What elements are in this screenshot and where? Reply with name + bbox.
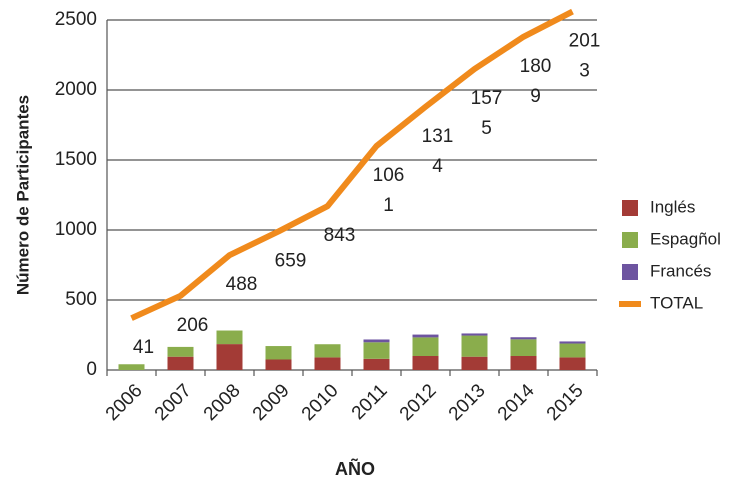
bar-segment	[559, 341, 586, 344]
bar-segment	[118, 364, 145, 370]
y-tick-label: 1500	[55, 149, 97, 170]
y-axis-label: Número de Participantes	[13, 95, 32, 295]
x-tick-label: 2007	[151, 380, 196, 425]
x-tick-label: 2013	[445, 380, 490, 425]
data-label: 206	[177, 315, 209, 336]
y-tick-label: 2500	[55, 9, 97, 30]
bar-segment	[461, 335, 488, 357]
legend-label: Inglés	[650, 197, 695, 216]
data-label: 659	[275, 250, 307, 271]
y-tick-label: 1000	[55, 219, 97, 240]
data-label: 131 4	[422, 126, 454, 177]
total-line	[130, 8, 574, 321]
x-tick-label: 2010	[298, 380, 343, 425]
legend-swatch	[619, 301, 641, 307]
x-tick-label: 2012	[396, 380, 441, 425]
x-axis-label: AÑO	[335, 458, 375, 479]
x-tick-label: 2011	[348, 380, 392, 424]
legend-label: Espagñol	[650, 229, 721, 248]
data-label: 41	[133, 337, 154, 358]
y-tick-label: 2000	[55, 79, 97, 100]
bar-segment	[559, 357, 586, 370]
bar-segment	[167, 346, 194, 357]
x-tick-label: 2009	[249, 380, 294, 425]
legend-label: TOTAL	[650, 293, 703, 312]
bar-segment	[461, 333, 488, 336]
x-tick-label: 2006	[102, 380, 147, 425]
x-tick-label: 2015	[543, 380, 588, 425]
legend-swatch	[622, 232, 638, 248]
bar-segment	[216, 330, 243, 345]
legend-label: Francés	[650, 261, 711, 280]
bar-segment	[363, 342, 390, 359]
bar-segment	[510, 339, 537, 356]
legend-swatch	[622, 264, 638, 280]
data-label: 201 3	[569, 31, 601, 82]
bar-segment	[265, 359, 292, 370]
bar-segment	[510, 356, 537, 370]
data-label: 180 9	[520, 56, 552, 107]
bar-segment	[314, 357, 341, 370]
bar-segment	[559, 343, 586, 358]
bar-segment	[167, 356, 194, 370]
bar-segment	[363, 339, 390, 343]
data-label: 488	[226, 274, 258, 295]
bar-segment	[265, 346, 292, 360]
y-tick-label: 500	[65, 289, 97, 310]
x-tick-label: 2014	[494, 380, 539, 425]
legend-swatch	[622, 200, 638, 216]
y-tick-label: 0	[86, 359, 97, 380]
data-label: 106 1	[373, 165, 405, 216]
bar-segment	[216, 344, 243, 370]
x-tick-label: 2008	[200, 380, 245, 425]
bar-segment	[412, 334, 439, 338]
data-label: 843	[324, 225, 356, 246]
bar-segment	[412, 356, 439, 370]
bar-segment	[314, 344, 341, 358]
bar-segment	[412, 337, 439, 356]
bar-segment	[510, 337, 537, 340]
data-label: 157 5	[471, 88, 503, 139]
bar-segment	[363, 358, 390, 370]
bar-segment	[461, 356, 488, 370]
